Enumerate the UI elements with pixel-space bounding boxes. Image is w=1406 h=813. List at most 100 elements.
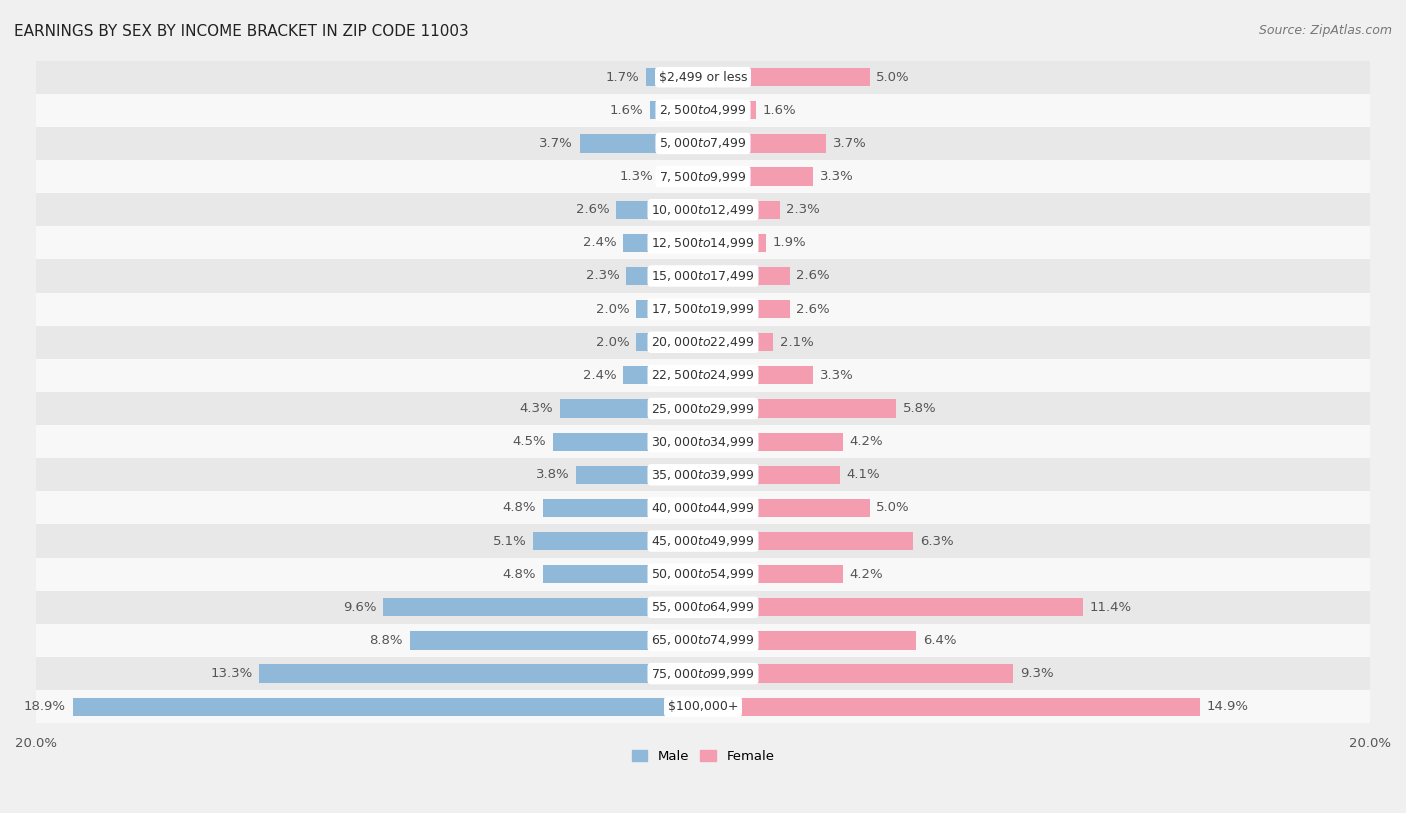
Text: 4.8%: 4.8% (503, 502, 536, 515)
Bar (543, 565, 703, 583)
Bar (37, 61, 1369, 93)
Text: $45,000 to $49,999: $45,000 to $49,999 (651, 534, 755, 548)
Text: 3.8%: 3.8% (536, 468, 569, 481)
Text: $17,500 to $19,999: $17,500 to $19,999 (651, 302, 755, 316)
Text: 2.0%: 2.0% (596, 336, 630, 349)
Text: 6.4%: 6.4% (924, 634, 956, 647)
Text: $5,000 to $7,499: $5,000 to $7,499 (659, 137, 747, 150)
Text: $100,000+: $100,000+ (668, 700, 738, 713)
Text: 2.6%: 2.6% (796, 269, 830, 282)
Bar (543, 499, 703, 517)
Bar (703, 101, 756, 120)
Text: 3.3%: 3.3% (820, 369, 853, 382)
Text: $10,000 to $12,499: $10,000 to $12,499 (651, 202, 755, 217)
Text: 1.6%: 1.6% (763, 104, 797, 117)
Bar (703, 68, 870, 86)
Bar (37, 558, 1369, 591)
Text: 18.9%: 18.9% (24, 700, 66, 713)
Bar (637, 333, 703, 351)
Bar (703, 267, 790, 285)
Text: $75,000 to $99,999: $75,000 to $99,999 (651, 667, 755, 680)
Bar (616, 201, 703, 219)
Text: $2,500 to $4,999: $2,500 to $4,999 (659, 103, 747, 117)
Text: $50,000 to $54,999: $50,000 to $54,999 (651, 567, 755, 581)
Text: 3.7%: 3.7% (834, 137, 868, 150)
Bar (703, 499, 870, 517)
Bar (260, 664, 703, 683)
Bar (703, 134, 827, 153)
Bar (703, 201, 780, 219)
Bar (703, 598, 1083, 616)
Text: 1.9%: 1.9% (773, 237, 807, 250)
Text: $7,500 to $9,999: $7,500 to $9,999 (659, 170, 747, 184)
Bar (659, 167, 703, 185)
Bar (703, 565, 844, 583)
Text: $15,000 to $17,499: $15,000 to $17,499 (651, 269, 755, 283)
Text: 4.8%: 4.8% (503, 567, 536, 580)
Text: 2.6%: 2.6% (576, 203, 610, 216)
Bar (626, 267, 703, 285)
Bar (703, 234, 766, 252)
Bar (37, 226, 1369, 259)
Text: 5.0%: 5.0% (876, 71, 910, 84)
Bar (553, 433, 703, 450)
Bar (703, 167, 813, 185)
Bar (703, 698, 1199, 715)
Text: 2.6%: 2.6% (796, 302, 830, 315)
Bar (623, 234, 703, 252)
Bar (703, 532, 912, 550)
Text: 2.1%: 2.1% (780, 336, 814, 349)
Bar (703, 333, 773, 351)
Bar (37, 326, 1369, 359)
Bar (533, 532, 703, 550)
Text: 11.4%: 11.4% (1090, 601, 1132, 614)
Text: 1.7%: 1.7% (606, 71, 640, 84)
Text: 1.3%: 1.3% (619, 170, 652, 183)
Bar (703, 632, 917, 650)
Bar (703, 300, 790, 318)
Bar (623, 367, 703, 385)
Bar (37, 591, 1369, 624)
Text: $12,500 to $14,999: $12,500 to $14,999 (651, 236, 755, 250)
Text: $65,000 to $74,999: $65,000 to $74,999 (651, 633, 755, 647)
Text: $40,000 to $44,999: $40,000 to $44,999 (651, 501, 755, 515)
Text: 13.3%: 13.3% (211, 667, 253, 680)
Bar (37, 624, 1369, 657)
Bar (703, 664, 1014, 683)
Bar (37, 690, 1369, 724)
Text: 8.8%: 8.8% (370, 634, 404, 647)
Text: $55,000 to $64,999: $55,000 to $64,999 (651, 600, 755, 615)
Text: 4.1%: 4.1% (846, 468, 880, 481)
Text: 2.3%: 2.3% (786, 203, 820, 216)
Text: $2,499 or less: $2,499 or less (659, 71, 747, 84)
Text: $22,500 to $24,999: $22,500 to $24,999 (651, 368, 755, 382)
Text: 1.6%: 1.6% (609, 104, 643, 117)
Text: EARNINGS BY SEX BY INCOME BRACKET IN ZIP CODE 11003: EARNINGS BY SEX BY INCOME BRACKET IN ZIP… (14, 24, 468, 39)
Text: 4.2%: 4.2% (849, 567, 883, 580)
Text: 4.5%: 4.5% (513, 435, 547, 448)
Bar (703, 433, 844, 450)
Text: $30,000 to $34,999: $30,000 to $34,999 (651, 435, 755, 449)
Text: 2.0%: 2.0% (596, 302, 630, 315)
Bar (703, 367, 813, 385)
Text: $20,000 to $22,499: $20,000 to $22,499 (651, 335, 755, 350)
Bar (703, 466, 839, 484)
Text: 5.8%: 5.8% (903, 402, 936, 415)
Bar (37, 657, 1369, 690)
Text: $25,000 to $29,999: $25,000 to $29,999 (651, 402, 755, 415)
Text: 5.0%: 5.0% (876, 502, 910, 515)
Bar (37, 259, 1369, 293)
Text: 3.3%: 3.3% (820, 170, 853, 183)
Bar (37, 93, 1369, 127)
Text: 2.4%: 2.4% (582, 237, 616, 250)
Text: 9.3%: 9.3% (1019, 667, 1053, 680)
Bar (382, 598, 703, 616)
Text: 5.1%: 5.1% (492, 535, 526, 547)
Bar (560, 399, 703, 418)
Text: 3.7%: 3.7% (538, 137, 572, 150)
Bar (703, 399, 897, 418)
Bar (37, 160, 1369, 193)
Bar (37, 359, 1369, 392)
Bar (73, 698, 703, 715)
Legend: Male, Female: Male, Female (626, 746, 780, 769)
